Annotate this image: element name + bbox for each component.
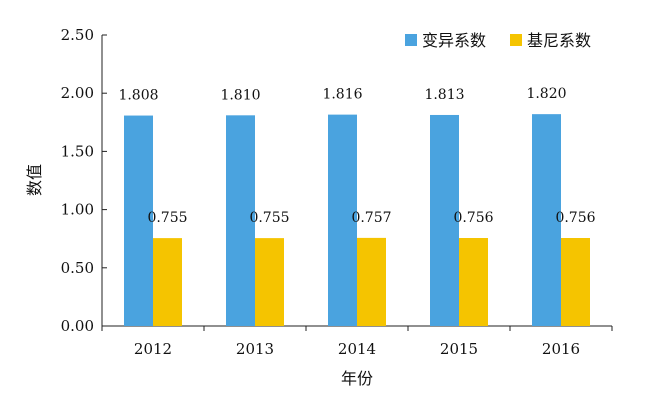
legend-label-series-2: 基尼系数 [527,31,591,50]
legend: 变异系数 基尼系数 [405,31,591,50]
data-label-series-1: 1.820 [526,86,566,102]
bar-series-1 [532,114,561,326]
data-label-series-2: 0.756 [555,210,595,226]
x-tick-label: 2013 [236,340,274,358]
data-label-series-1: 1.808 [118,88,158,104]
y-axis-title: 数值 [25,164,44,196]
data-label-series-1: 1.810 [220,87,260,103]
legend-swatch-series-2 [510,34,522,46]
bar-series-1 [430,114,459,326]
x-tick-label: 2012 [134,340,172,358]
data-label-series-2: 0.756 [453,210,493,226]
bar-series-1 [328,114,357,326]
y-tick-label: 1.00 [61,201,94,219]
plot-area: 0.00 0.50 1.00 1.50 2.00 2.50 2012 1.808 0.755 20… [61,26,613,358]
y-tick-label: 0.00 [61,317,94,335]
x-axis-title: 年份 [341,369,373,388]
bar-series-2 [561,238,590,326]
y-tick-label: 2.50 [61,26,94,44]
data-label-series-2: 0.755 [249,210,289,226]
data-label-series-1: 1.816 [322,87,362,103]
x-tick-label: 2014 [338,340,376,358]
bar-series-2 [459,238,488,326]
bar-series-1 [226,115,255,326]
bar-series-2 [357,237,386,326]
bar-series-2 [255,238,284,326]
y-tick-label: 1.50 [61,142,94,160]
y-tick-label: 2.00 [61,84,94,102]
legend-label-series-1: 变异系数 [422,31,486,50]
data-label-series-1: 1.813 [424,87,464,103]
data-label-series-2: 0.757 [351,210,391,226]
x-tick-label: 2015 [440,340,478,358]
legend-swatch-series-1 [405,34,417,46]
bar-series-2 [153,238,182,326]
bar-series-1 [124,115,153,326]
data-label-series-2: 0.755 [147,210,187,226]
y-tick-label: 0.50 [61,259,94,277]
x-tick-label: 2016 [542,340,580,358]
